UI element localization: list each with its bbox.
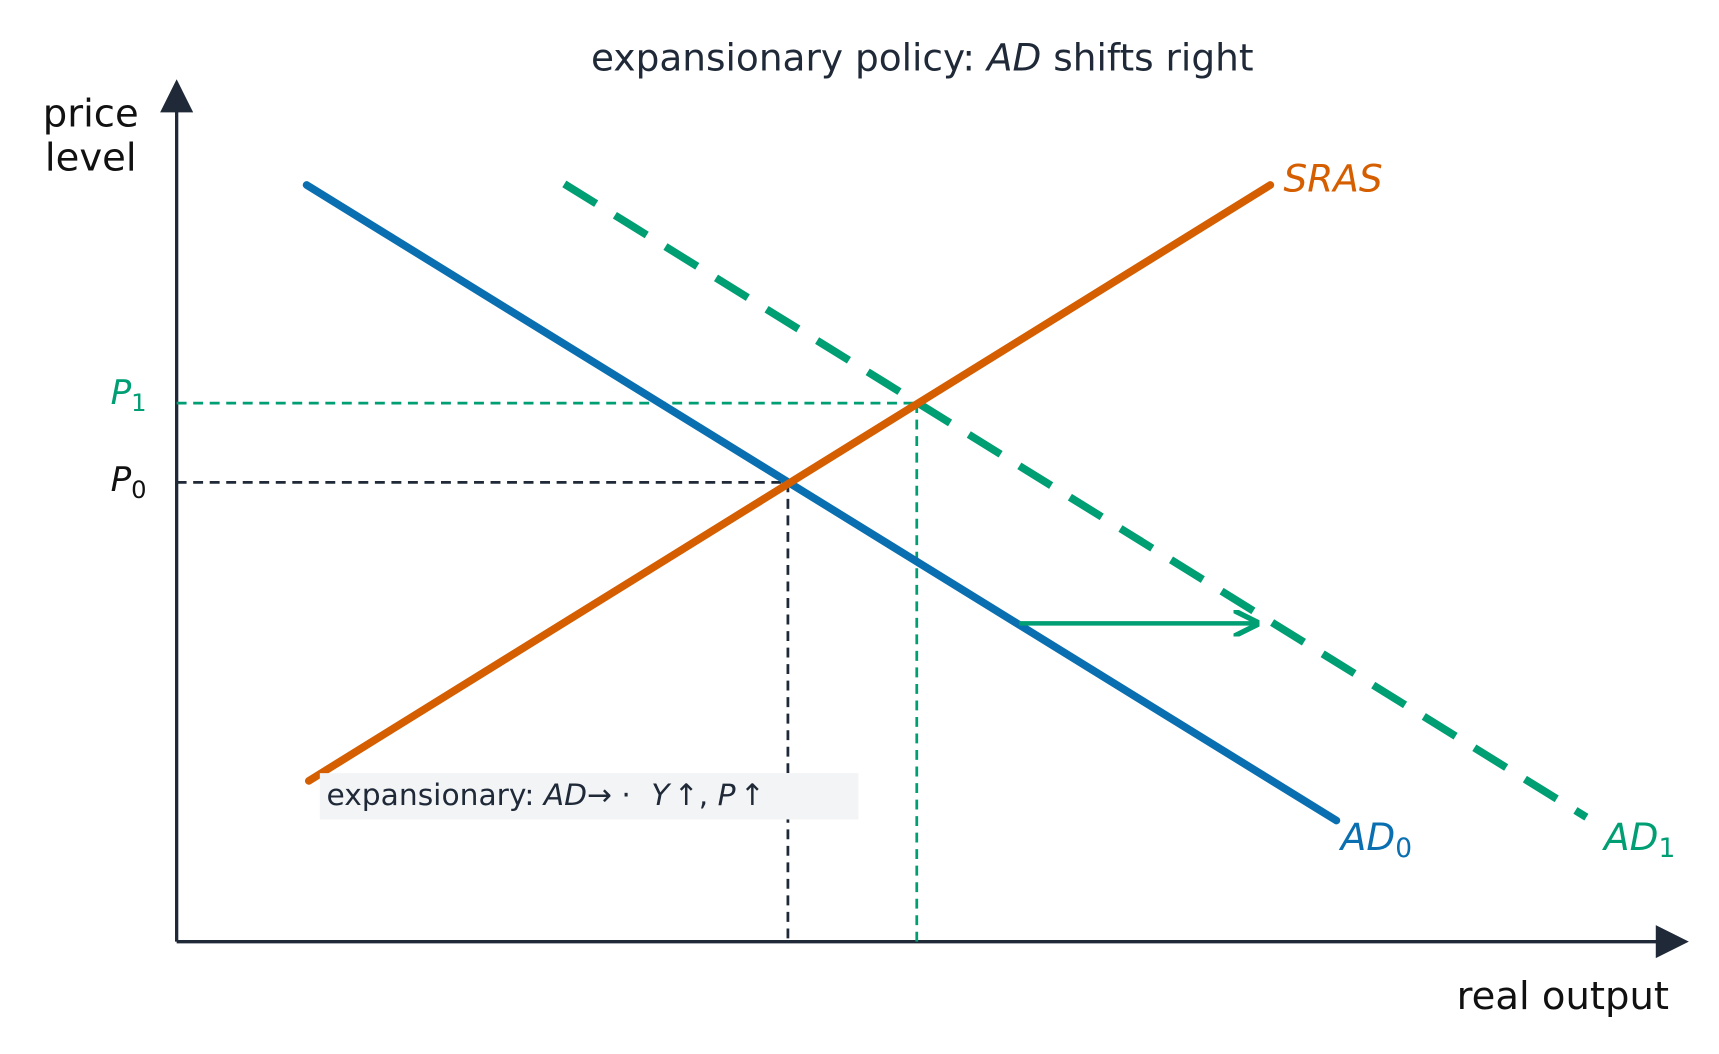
sras-curve (304, 181, 1275, 785)
ad1-label: AD1 (1602, 815, 1675, 864)
p0-label: P0 (111, 460, 147, 504)
annotation-box (319, 773, 859, 820)
ad0-subscript: 0 (1395, 833, 1412, 864)
ad1-subscript: 1 (1658, 833, 1675, 864)
p0-subscript: 0 (131, 476, 146, 504)
ad1-label-text: AD (1602, 815, 1658, 859)
title-italic: AD (985, 35, 1041, 79)
title: expansionary policy: AD shifts right (591, 35, 1253, 79)
annotation-y: Y (651, 778, 672, 813)
p1-label: P1 (111, 373, 147, 417)
x-axis-arrow (1655, 925, 1689, 959)
annotation-arrow: → (587, 778, 612, 813)
ad1-curve (562, 180, 1589, 821)
y-axis-arrow (160, 79, 194, 113)
annotation-comma: , (699, 778, 718, 813)
ad0-label-text: AD (1339, 815, 1395, 859)
annotation-p: P (718, 778, 736, 813)
annotation-ad: AD (542, 778, 587, 813)
annotation-text: expansionary: (326, 778, 543, 813)
x-axis-label: real output (1457, 974, 1669, 1019)
p1-subscript: 1 (131, 389, 146, 417)
ad0-curve (302, 181, 1341, 825)
y-axis-label: price (43, 92, 139, 137)
annotation-up: ↑ (674, 778, 699, 813)
title-text: expansionary policy: (591, 35, 987, 79)
title-text: shifts right (1041, 35, 1253, 79)
annotation: expansionary: AD→ · Y ↑, P ↑ (326, 778, 764, 813)
p1-label-text: P (111, 373, 132, 413)
y-axis-label: level (45, 136, 137, 181)
annotation-dot: · (612, 778, 640, 813)
annotation-up: ↑ (740, 778, 765, 813)
ad0-label: AD0 (1339, 815, 1412, 864)
sras-label: SRAS (1284, 157, 1383, 201)
p0-label-text: P (111, 460, 132, 500)
